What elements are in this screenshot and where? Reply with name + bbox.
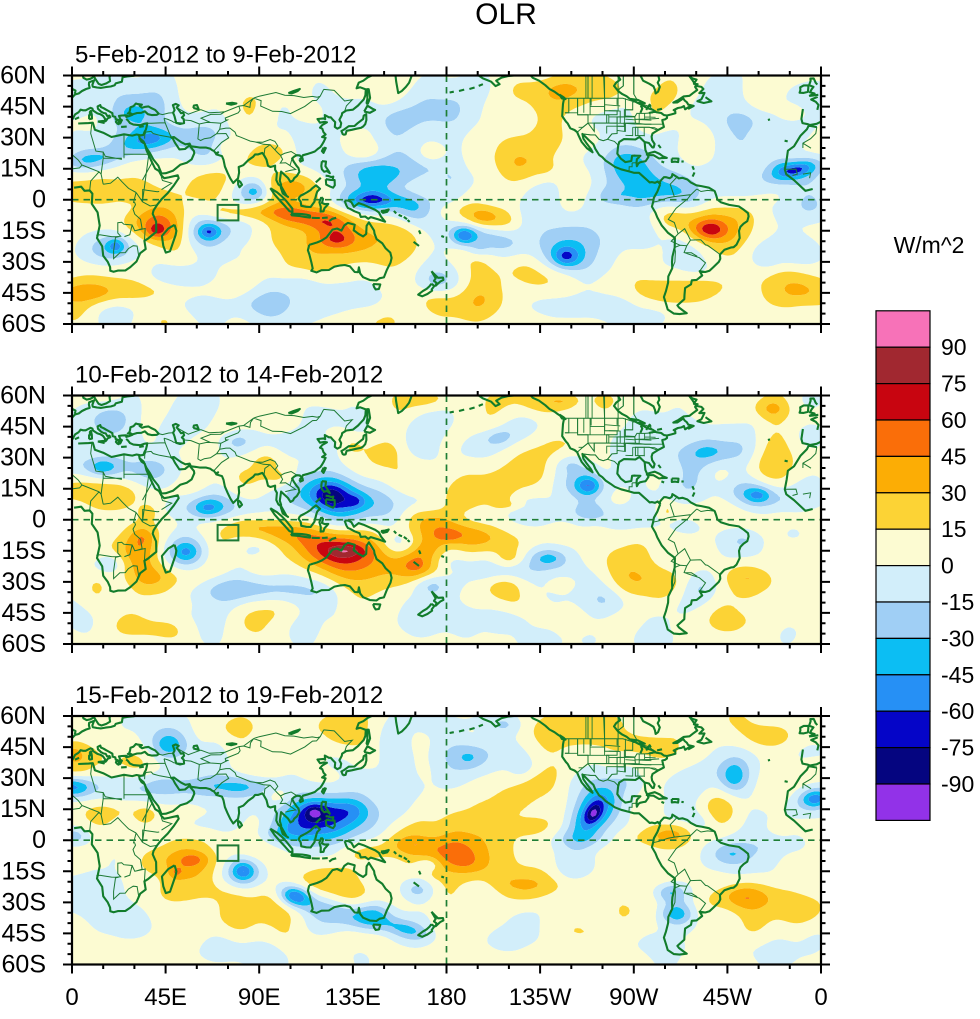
svg-text:60N: 60N [0,62,46,90]
svg-text:135E: 135E [325,984,381,1011]
svg-text:60S: 60S [2,310,46,338]
svg-text:30N: 30N [0,444,46,472]
svg-text:30S: 30S [2,568,46,596]
svg-text:15S: 15S [2,857,46,885]
svg-text:15S: 15S [2,537,46,565]
svg-text:45N: 45N [0,93,46,121]
svg-text:OLR: OLR [475,0,537,31]
svg-text:5-Feb-2012 to 9-Feb-2012: 5-Feb-2012 to 9-Feb-2012 [75,42,357,69]
svg-text:60S: 60S [2,630,46,658]
svg-text:15N: 15N [0,155,46,183]
svg-text:15-Feb-2012 to 19-Feb-2012: 15-Feb-2012 to 19-Feb-2012 [75,682,383,709]
svg-text:30: 30 [941,480,967,506]
svg-text:60N: 60N [0,702,46,730]
svg-text:15: 15 [941,516,967,542]
svg-text:45S: 45S [2,919,46,947]
svg-text:0: 0 [814,984,827,1011]
svg-text:45W: 45W [703,984,753,1011]
svg-text:60: 60 [941,407,967,433]
svg-text:30S: 30S [2,888,46,916]
svg-text:135W: 135W [509,984,572,1011]
svg-text:75: 75 [941,371,967,397]
svg-text:90W: 90W [609,984,659,1011]
svg-text:30N: 30N [0,124,46,152]
svg-text:90E: 90E [238,984,281,1011]
svg-text:0: 0 [32,826,46,854]
svg-text:180: 180 [426,984,466,1011]
svg-text:-90: -90 [941,771,974,797]
svg-text:10-Feb-2012 to 14-Feb-2012: 10-Feb-2012 to 14-Feb-2012 [75,362,383,389]
svg-text:-45: -45 [941,662,974,688]
svg-text:-60: -60 [941,698,974,724]
svg-text:90: 90 [941,334,967,360]
svg-text:30N: 30N [0,764,46,792]
svg-text:30S: 30S [2,248,46,276]
svg-text:45S: 45S [2,279,46,307]
svg-text:0: 0 [32,506,46,534]
svg-text:W/m^2: W/m^2 [894,232,965,258]
svg-text:60S: 60S [2,951,46,979]
svg-text:15S: 15S [2,217,46,245]
svg-text:45E: 45E [144,984,187,1011]
svg-text:-15: -15 [941,589,974,615]
svg-text:0: 0 [65,984,78,1011]
svg-text:60N: 60N [0,382,46,410]
svg-text:45N: 45N [0,413,46,441]
svg-text:45N: 45N [0,733,46,761]
svg-text:-30: -30 [941,625,974,651]
svg-text:0: 0 [941,553,954,579]
svg-text:-75: -75 [941,735,974,761]
svg-text:15N: 15N [0,795,46,823]
svg-text:45: 45 [941,443,967,469]
svg-text:45S: 45S [2,599,46,627]
svg-text:0: 0 [32,186,46,214]
svg-text:15N: 15N [0,475,46,503]
